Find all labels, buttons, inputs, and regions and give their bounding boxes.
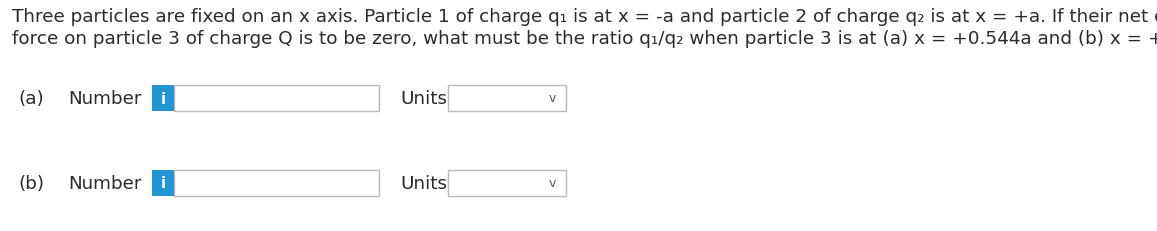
Text: (a): (a) xyxy=(19,90,44,108)
Text: i: i xyxy=(161,176,165,191)
Text: i: i xyxy=(161,91,165,106)
Text: Number: Number xyxy=(68,174,141,192)
Text: v: v xyxy=(548,92,555,105)
FancyBboxPatch shape xyxy=(152,170,174,196)
Text: Three particles are fixed on an x axis. Particle 1 of charge q₁ is at x = -a and: Three particles are fixed on an x axis. … xyxy=(12,8,1157,26)
Text: Units: Units xyxy=(400,174,447,192)
FancyBboxPatch shape xyxy=(448,86,566,112)
FancyBboxPatch shape xyxy=(174,170,379,196)
FancyBboxPatch shape xyxy=(152,86,174,112)
Text: (b): (b) xyxy=(19,174,44,192)
Text: force on particle 3 of charge Q is to be zero, what must be the ratio q₁/q₂ when: force on particle 3 of charge Q is to be… xyxy=(12,30,1157,48)
Text: Number: Number xyxy=(68,90,141,108)
Text: Units: Units xyxy=(400,90,447,108)
Text: v: v xyxy=(548,177,555,190)
FancyBboxPatch shape xyxy=(448,170,566,196)
FancyBboxPatch shape xyxy=(174,86,379,112)
